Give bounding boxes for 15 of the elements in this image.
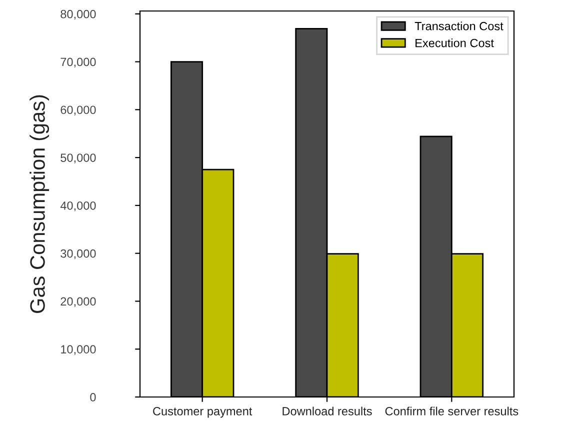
legend-label: Execution Cost [416, 38, 494, 48]
y-tick-label: 80,000 [60, 10, 96, 20]
y-tick-label: 10,000 [61, 345, 96, 355]
y-tick-label: 60,000 [60, 106, 96, 116]
y-tick-label: 50,000 [60, 154, 96, 164]
y-tick-label: 40,000 [60, 201, 96, 212]
y-tick-label: 0 [90, 393, 96, 402]
y-tick-label: 30,000 [60, 249, 96, 260]
x-tick-label: Download results [282, 406, 372, 416]
legend-label: Transaction Cost [414, 22, 504, 30]
x-tick-label: Customer payment [153, 407, 252, 418]
y-tick-label: 70,000 [60, 58, 96, 68]
y-axis-title: Gas Consumption (gas) [30, 95, 50, 313]
y-tick-label: 20,000 [60, 297, 96, 308]
x-tick-label: Confirm file server results [385, 406, 518, 416]
